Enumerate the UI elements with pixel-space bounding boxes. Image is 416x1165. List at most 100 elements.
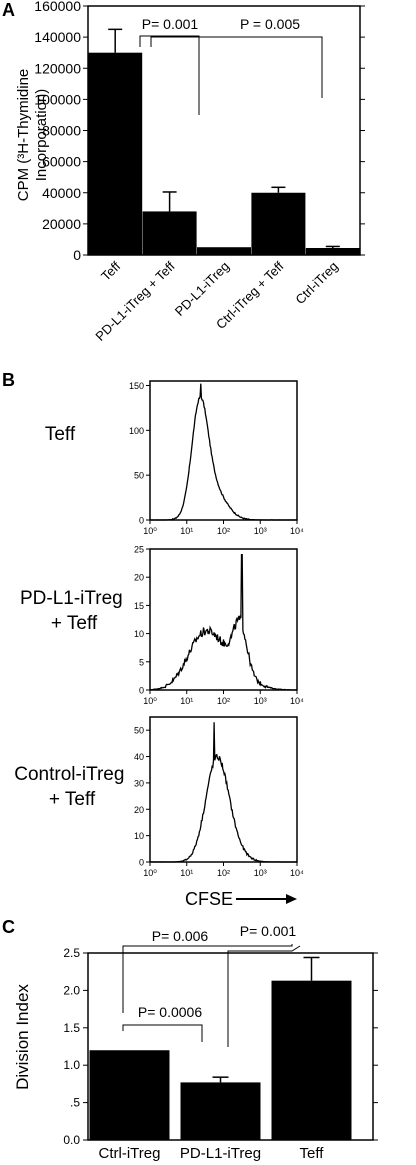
histogram-y-tick-label: 15: [134, 601, 144, 611]
panel-a-y-ticks: 0 20000 40000 60000 80000 100000 120000 140000 1…: [34, 0, 365, 263]
histogram-x-tick-label: 10⁴: [290, 868, 304, 878]
panel-a-ylabel-line2: Incorporation): [33, 89, 50, 182]
histogram-y-tick-label: 30: [134, 778, 144, 788]
panel-c-annotations: P= 0.006 P= 0.001 P= 0.0006: [122, 923, 301, 1047]
panel-a-x-label: Teff: [98, 258, 124, 284]
histogram-x-tick-label: 10¹: [180, 526, 193, 536]
histogram-x-tick-label: 10³: [254, 868, 267, 878]
panel-a: A CPM (³H-Thymidine Incorporation) 0 2000…: [2, 0, 365, 344]
panel-a-x-label: PD-L1-iTreg: [172, 259, 232, 319]
panel-a-y-tick-label: 100000: [34, 91, 81, 107]
histogram-curve: [149, 553, 298, 691]
panel-c-letter: C: [2, 917, 15, 937]
panel-c: C Division Index 0.0 .5 1.0 1.5 2.0 2.5 P= 0.…: [2, 917, 378, 1162]
histogram-x-tick-label: 10³: [254, 526, 267, 536]
panel-c-ylabel: Division Index: [13, 984, 32, 1090]
histogram-x-tick-label: 10²: [217, 868, 230, 878]
panel-c-x-label: Ctrl-iTreg: [99, 1145, 161, 1162]
panel-a-y-tick-label: 80000: [42, 123, 81, 139]
histogram-y-tick-label: 10: [134, 831, 144, 841]
panel-a-bars: [88, 52, 360, 255]
panel-a-pvalue-1: P= 0.001: [142, 16, 199, 32]
histogram-3-label-line2: + Teff: [49, 789, 96, 810]
histogram-2-label: PD-L1-iTreg + Teff: [20, 588, 128, 634]
histogram-y-tick-label: 0: [139, 516, 144, 526]
panel-c-y-tick-label: 1.0: [63, 1058, 80, 1072]
histogram-y-tick-label: 10: [134, 629, 144, 639]
panel-c-pvalue-3: P= 0.0006: [138, 1004, 202, 1020]
histogram-x-tick-label: 10³: [254, 696, 267, 706]
panel-c-x-label: Teff: [300, 1145, 325, 1162]
histogram-frame: [149, 380, 298, 521]
panel-a-annotations: P= 0.001 P = 0.005: [139, 16, 323, 115]
bar: [142, 211, 197, 255]
histogram-y-tick-label: 25: [134, 545, 144, 555]
panel-c-bars: [89, 980, 352, 1140]
panel-c-pvalue-2: P= 0.001: [240, 923, 297, 939]
panel-a-x-label: Ctrl-iTreg: [292, 259, 341, 308]
histogram-3-label: Control-iTreg + Teff: [14, 764, 129, 810]
panel-c-y-tick-label: 1.5: [63, 1021, 80, 1035]
panel-a-y-tick-label: 120000: [34, 60, 81, 76]
panel-c-bracket-1: [122, 944, 293, 1013]
histogram-curve: [150, 383, 298, 521]
histogram-x-tick-label: 10⁰: [143, 868, 157, 878]
panel-a-letter: A: [2, 0, 15, 20]
histogram-x-tick-label: 10⁴: [290, 526, 304, 536]
panel-a-y-tick-label: 140000: [34, 29, 81, 45]
panel-b-letter: B: [2, 370, 15, 390]
histogram-control-itreg-teff: 0 10 20 30 40 50 10⁰ 10¹ 10² 10³ 10⁴: [134, 716, 304, 878]
panel-a-y-tick-label: 40000: [42, 185, 81, 201]
histogram-2-label-line2: + Teff: [51, 613, 98, 634]
histogram-x-tick-label: 10¹: [180, 868, 193, 878]
histogram-frame: [149, 548, 298, 691]
panel-c-pvalue-1: P= 0.006: [152, 928, 209, 944]
histogram-teff: 0 50 100 150 10⁰ 10¹ 10² 10³ 10⁴: [129, 380, 304, 536]
bar: [89, 1050, 170, 1140]
histogram-2-label-line1: PD-L1-iTreg: [20, 588, 123, 609]
histogram-x-tick-label: 10⁰: [143, 526, 157, 536]
panel-c-error-bars: [212, 956, 320, 1083]
histogram-y-tick-label: 40: [134, 752, 144, 762]
bar: [180, 1082, 261, 1140]
cfse-arrow-icon: [286, 894, 297, 904]
histogram-3-label-line1: Control-iTreg: [14, 764, 124, 785]
panel-a-pvalue-2: P = 0.005: [240, 16, 300, 32]
bar: [88, 52, 143, 255]
histogram-y-tick-label: 50: [134, 726, 144, 736]
histogram-y-tick-label: 100: [129, 426, 144, 436]
panel-c-y-tick-label: .5: [70, 1096, 80, 1110]
panel-a-y-tick-label: 0: [73, 247, 81, 263]
histogram-y-tick-label: 0: [139, 858, 144, 868]
panel-a-y-tick-label: 160000: [34, 0, 81, 14]
panel-a-error-bars: [108, 28, 340, 248]
bar: [251, 192, 306, 255]
histogram-frame: [149, 716, 298, 863]
panel-c-y-tick-label: 2.0: [63, 983, 80, 997]
histogram-y-tick-label: 20: [134, 573, 144, 583]
panel-a-bracket-2: [150, 36, 323, 98]
histogram-y-tick-label: 20: [134, 805, 144, 815]
panel-c-x-label: PD-L1-iTreg: [180, 1145, 261, 1162]
bar: [197, 247, 251, 255]
panel-a-ylabel-line1: CPM (³H-Thymidine: [15, 69, 32, 202]
histogram-1-label-line: Teff: [45, 424, 76, 445]
histogram-1-label: Teff: [45, 424, 76, 445]
histogram-y-tick-label: 150: [129, 381, 144, 391]
panel-a-y-tick-label: 20000: [42, 216, 81, 232]
histogram-x-tick-label: 10⁴: [290, 696, 304, 706]
histogram-x-tick-label: 10⁰: [143, 696, 157, 706]
panel-a-bracket-1: [139, 35, 200, 115]
histogram-x-tick-label: 10²: [217, 696, 230, 706]
histogram-x-tick-label: 10¹: [180, 696, 193, 706]
bar: [271, 980, 352, 1140]
histogram-y-tick-label: 0: [139, 686, 144, 696]
panel-c-bracket-2: [227, 945, 301, 1047]
panel-c-bracket-3: [122, 1024, 203, 1042]
cfse-axis-label: CFSE: [185, 889, 233, 909]
histogram-curve: [150, 722, 298, 863]
bar: [305, 247, 360, 255]
histogram-y-tick-label: 50: [134, 471, 144, 481]
